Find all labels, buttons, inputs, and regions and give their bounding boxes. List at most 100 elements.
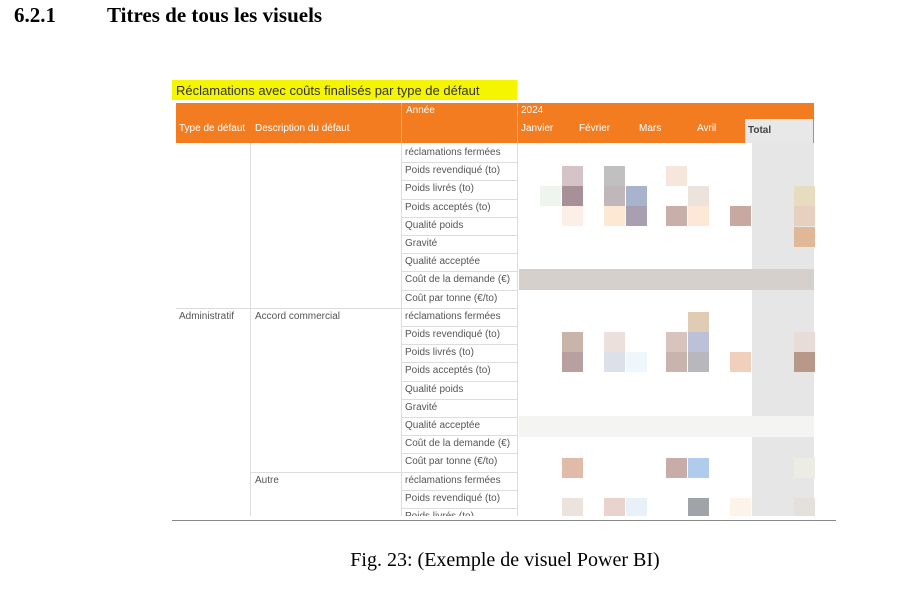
measure-cell xyxy=(401,272,517,291)
blurred-cell xyxy=(540,186,561,206)
blurred-cell xyxy=(562,352,583,372)
blurred-cell xyxy=(666,206,687,226)
header-bg xyxy=(176,103,814,143)
measure-label: Qualité acceptée xyxy=(405,420,481,431)
measure-label: Poids revendiqué (to) xyxy=(405,329,501,340)
blurred-cell xyxy=(626,186,647,206)
column-header: Total xyxy=(748,125,772,136)
column-header: Description du défaut xyxy=(255,123,350,134)
blurred-cell xyxy=(562,332,583,352)
measure-label: Poids livrés (to) xyxy=(405,511,474,516)
blurred-cell xyxy=(794,498,815,516)
blurred-cell xyxy=(604,498,625,516)
measure-label: Poids livrés (to) xyxy=(405,183,474,195)
measure-label: Coût de la demande (€) xyxy=(405,438,511,450)
column-header: Janvier xyxy=(521,123,554,134)
blurred-cell xyxy=(604,206,625,226)
blurred-cell xyxy=(666,458,687,478)
measure-cell xyxy=(401,181,517,200)
column-header: Mars xyxy=(639,123,662,134)
table: Année 2024 Type de défaut Description du dé… xyxy=(176,103,816,516)
measure-cell xyxy=(401,309,517,327)
blurred-cell xyxy=(604,166,625,186)
measure-cell xyxy=(401,345,517,364)
blurred-cell xyxy=(730,352,751,372)
measure-cell xyxy=(401,218,517,236)
blurred-cell xyxy=(688,206,709,226)
measure-cell xyxy=(401,327,517,346)
measure-label: Poids revendiqué (to) xyxy=(405,492,501,504)
measure-cell xyxy=(401,163,517,182)
measure-label: Gravité xyxy=(405,401,438,413)
measure-label: réclamations fermées xyxy=(405,310,501,322)
blurred-cell xyxy=(688,458,709,478)
measure-label: Qualité poids xyxy=(405,219,464,231)
measure-cell xyxy=(401,418,517,437)
caption: Fig. 23: (Exemple de visuel Power BI) xyxy=(350,549,660,571)
measure-label: Coût de la demande (€) xyxy=(405,274,511,286)
blurred-cell xyxy=(626,498,647,516)
blurred-cell xyxy=(794,227,815,247)
measure-label: Poids acceptés (to) xyxy=(405,201,491,213)
rule xyxy=(172,520,836,521)
measure-label: Qualité poids xyxy=(405,383,464,395)
blurred-cell xyxy=(794,332,815,352)
blurred-cell xyxy=(604,186,625,206)
description-cell: Accord commercial xyxy=(255,310,341,322)
blurred-cell xyxy=(562,458,583,478)
blurred-cell xyxy=(730,498,751,516)
blurred-cell xyxy=(794,458,815,478)
group-divider xyxy=(176,307,517,309)
measure-cell xyxy=(401,254,517,273)
measure-cell xyxy=(401,473,517,491)
blurred-cell xyxy=(794,352,815,372)
blurred-cell xyxy=(730,206,751,226)
type-cell: Administratif xyxy=(179,310,235,322)
blurred-cell xyxy=(794,206,815,226)
col-line xyxy=(517,143,518,516)
blurred-cell xyxy=(666,166,687,186)
measure-cell xyxy=(401,400,517,418)
header-label: Année xyxy=(406,105,435,116)
measure-label: Coût par tonne (€/to) xyxy=(405,292,498,304)
measure-label: réclamations fermées xyxy=(405,474,501,486)
blurred-cell xyxy=(562,186,583,206)
measure-cell xyxy=(401,491,517,509)
group-divider xyxy=(251,471,517,473)
description-cell: Autre xyxy=(255,474,279,486)
measure-label: Gravité xyxy=(405,238,438,249)
blurred-cell xyxy=(666,332,687,352)
blurred-cell xyxy=(794,186,815,206)
column-header: Avril xyxy=(697,123,717,134)
blurred-cell xyxy=(688,312,709,332)
measure-label: Qualité acceptée xyxy=(405,256,481,268)
column-header: Février xyxy=(579,123,611,134)
heading-number: 6.2.1 xyxy=(14,3,56,27)
measure-cell xyxy=(401,236,517,255)
blurred-cell xyxy=(626,352,647,372)
highlight xyxy=(172,80,517,100)
blurred-cell xyxy=(604,332,625,352)
blurred-cell xyxy=(562,166,583,186)
blurred-cell xyxy=(688,498,709,516)
measure-label: Coût par tonne (€/to) xyxy=(405,456,498,468)
measure-label: Poids acceptés (to) xyxy=(405,365,491,377)
heading-title: Titres de tous les visuels xyxy=(107,3,323,27)
blurred-cell xyxy=(562,206,583,226)
measure-cell xyxy=(401,200,517,218)
header-label: 2024 xyxy=(521,105,544,116)
blurred-cell xyxy=(688,186,709,206)
blurred-cell xyxy=(626,206,647,226)
measure-cell xyxy=(401,382,517,400)
header-divider xyxy=(401,103,402,143)
measure-label: réclamations fermées xyxy=(405,147,501,158)
blurred-cell xyxy=(688,352,709,372)
col-line xyxy=(401,143,402,516)
measure-label: Poids livrés (to) xyxy=(405,347,474,359)
blurred-row xyxy=(519,269,814,290)
blurred-cell xyxy=(604,352,625,372)
blurred-cell xyxy=(562,498,583,516)
visual-title: Réclamations avec coûts finalisés par ty… xyxy=(176,83,480,98)
column-header: Type de défaut xyxy=(179,123,246,134)
measure-label: Poids revendiqué (to) xyxy=(405,165,501,177)
